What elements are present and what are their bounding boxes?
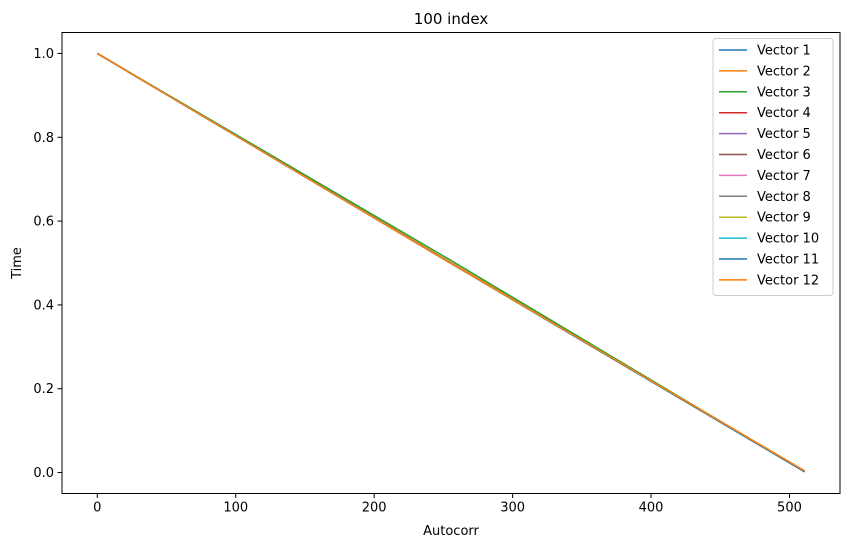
chart-title: 100 index bbox=[414, 10, 489, 28]
series-line-12 bbox=[96, 52, 806, 472]
plot-frame bbox=[61, 32, 841, 494]
y-tick-label: 0.6 bbox=[33, 215, 54, 230]
y-tick-label: 0.0 bbox=[33, 466, 54, 481]
legend-label-9: Vector 9 bbox=[757, 211, 811, 226]
x-tick-label: 100 bbox=[223, 501, 248, 516]
legend-label-1: Vector 1 bbox=[757, 44, 811, 59]
x-axis: 0 100 200 300 400 500 bbox=[93, 493, 802, 516]
legend-frame bbox=[712, 38, 834, 296]
legend-label-10: Vector 10 bbox=[757, 232, 819, 247]
x-tick-label: 0 bbox=[93, 501, 101, 516]
y-tick-label: 0.8 bbox=[33, 131, 54, 146]
legend-label-4: Vector 4 bbox=[757, 106, 811, 121]
plot-lines bbox=[96, 52, 806, 473]
y-axis-label: Time bbox=[10, 247, 25, 280]
x-tick-label: 200 bbox=[362, 501, 387, 516]
legend-label-7: Vector 7 bbox=[757, 169, 811, 184]
legend-label-3: Vector 3 bbox=[757, 85, 811, 100]
y-tick-label: 0.2 bbox=[33, 382, 54, 397]
x-tick-label: 500 bbox=[777, 501, 802, 516]
y-axis: 0.0 0.2 0.4 0.6 0.8 1.0 bbox=[33, 47, 62, 481]
legend-label-5: Vector 5 bbox=[757, 127, 811, 142]
legend-label-6: Vector 6 bbox=[757, 148, 811, 163]
legend-label-8: Vector 8 bbox=[757, 190, 811, 205]
legend: Vector 1 Vector 2 Vector 3 Vector 4 Vector 5… bbox=[712, 38, 834, 296]
x-tick-label: 300 bbox=[500, 501, 525, 516]
y-tick-label: 0.4 bbox=[33, 298, 54, 313]
legend-label-12: Vector 12 bbox=[757, 273, 819, 288]
x-tick-label: 400 bbox=[639, 501, 664, 516]
y-tick-label: 1.0 bbox=[33, 47, 54, 62]
legend-label-2: Vector 2 bbox=[757, 64, 811, 79]
x-axis-label: Autocorr bbox=[423, 524, 479, 539]
legend-label-11: Vector 11 bbox=[757, 253, 819, 268]
